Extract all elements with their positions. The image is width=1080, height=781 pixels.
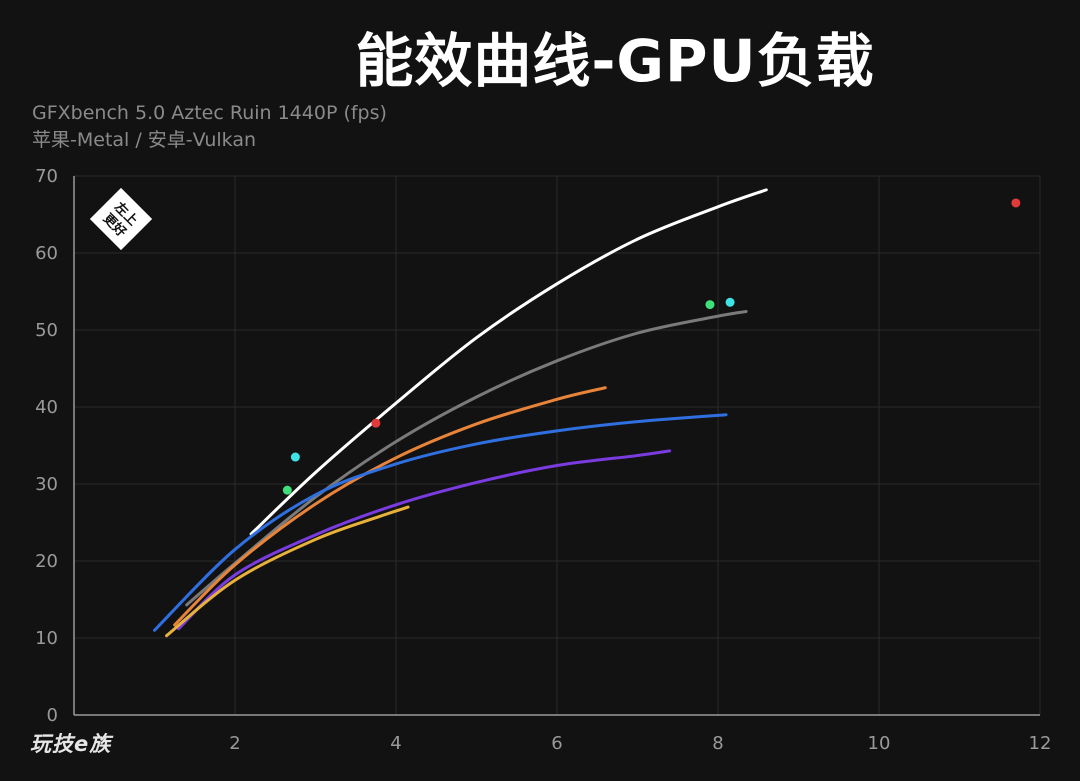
- series-line-5: [177, 449, 672, 631]
- x-tick-label: 4: [390, 733, 401, 754]
- scatter-points: [282, 198, 1021, 495]
- series-line-4: [153, 413, 728, 632]
- subtitle-benchmark: GFXbench 5.0 Aztec Ruin 1440P (fps): [32, 102, 387, 124]
- data-point-2: [282, 485, 292, 495]
- y-tick-label: 40: [35, 397, 58, 418]
- watermark-logo: 玩技e族: [30, 732, 112, 756]
- x-tick-label: 10: [868, 733, 891, 754]
- y-tick-label: 30: [35, 474, 58, 495]
- better-badge: 左上 更好: [89, 187, 153, 251]
- series-lines: [153, 188, 768, 638]
- data-point-3: [371, 418, 381, 428]
- y-tick-label: 10: [35, 628, 58, 649]
- axes: [73, 176, 1040, 716]
- y-tick-label: 0: [47, 705, 58, 726]
- x-tick-label: 12: [1029, 733, 1052, 754]
- x-tick-label: 2: [229, 733, 240, 754]
- data-point-4: [705, 300, 715, 310]
- chart-title: 能效曲线-GPU负载: [355, 27, 875, 95]
- x-tick-label: 6: [551, 733, 562, 754]
- y-tick-label: 60: [35, 243, 58, 264]
- y-tick-label: 20: [35, 551, 58, 572]
- data-point-6: [1011, 198, 1021, 208]
- data-point-1: [290, 452, 300, 462]
- data-point-5: [725, 297, 735, 307]
- series-line-3: [173, 386, 607, 627]
- subtitle-api: 苹果-Metal / 安卓-Vulkan: [32, 129, 257, 151]
- tick-labels: 2 4 6 8 10 12 0 10 20 30 40 50 60 70: [35, 166, 1051, 754]
- grid-lines: [74, 175, 1041, 715]
- series-line-6: [165, 505, 410, 638]
- y-tick-label: 50: [35, 320, 58, 341]
- series-line-1: [249, 188, 768, 536]
- x-tick-label: 8: [712, 733, 723, 754]
- chart-subtitle: GFXbench 5.0 Aztec Ruin 1440P (fps) 苹果-M…: [32, 100, 387, 154]
- series-line-2: [185, 310, 748, 607]
- y-tick-label: 70: [35, 166, 58, 187]
